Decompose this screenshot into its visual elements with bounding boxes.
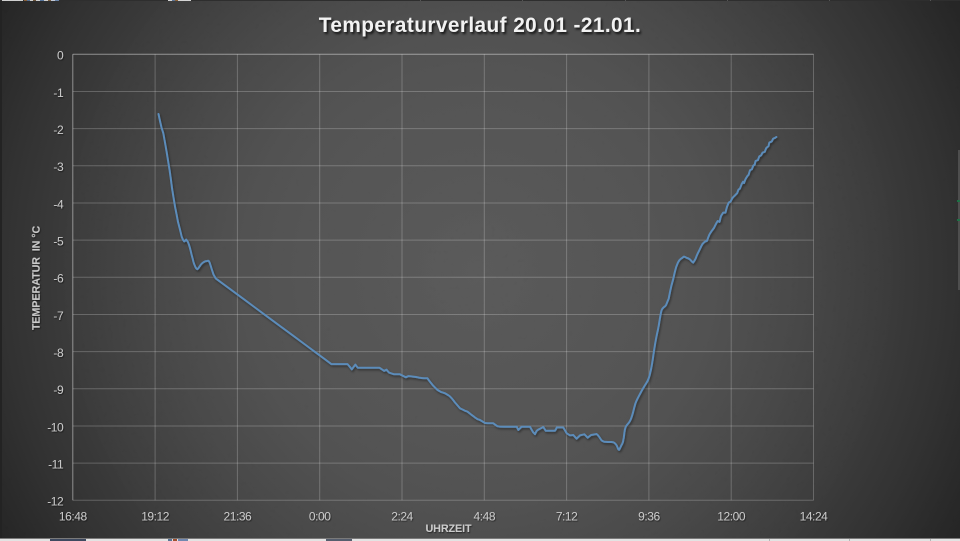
svg-text:-3: -3 [53,160,64,174]
svg-text:-6: -6 [53,272,64,286]
svg-text:-8: -8 [53,346,64,360]
svg-text:-12: -12 [47,495,64,509]
svg-text:UHRZEIT: UHRZEIT [425,523,472,535]
svg-text:21:36: 21:36 [224,510,253,524]
svg-text:-4: -4 [53,197,64,211]
svg-text:-1: -1 [53,86,64,100]
svg-text:-2: -2 [53,123,64,137]
svg-text:-5: -5 [53,234,64,248]
svg-text:-10: -10 [47,420,64,434]
svg-text:2:24: 2:24 [391,510,413,524]
svg-text:-9: -9 [53,383,64,397]
svg-text:0:00: 0:00 [309,510,331,524]
svg-text:7:12: 7:12 [556,510,578,524]
svg-text:19:12: 19:12 [141,510,170,524]
svg-text:12:00: 12:00 [717,510,746,524]
svg-text:14:24: 14:24 [800,510,829,524]
svg-text:0: 0 [57,49,64,63]
svg-text:9:36: 9:36 [638,510,660,524]
svg-text:4:48: 4:48 [474,510,496,524]
svg-text:-7: -7 [53,309,64,323]
svg-text:TEMPERATUR IN °C: TEMPERATUR IN °C [31,226,43,331]
svg-text:16:48: 16:48 [59,510,88,524]
svg-text:-11: -11 [48,457,64,471]
